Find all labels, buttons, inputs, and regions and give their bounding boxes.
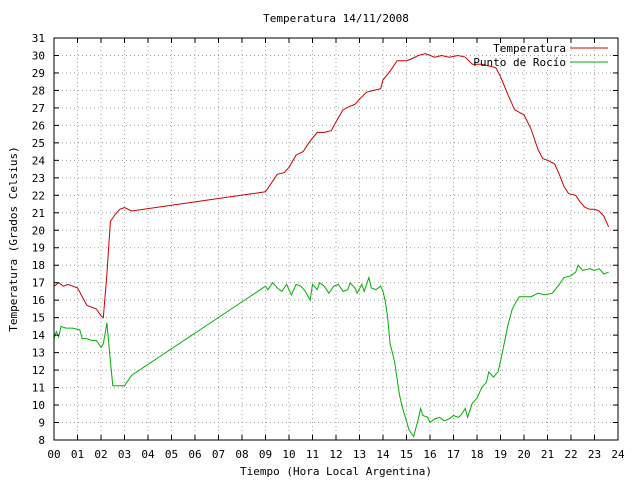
y-tick-label: 13 — [32, 347, 45, 360]
series-line-punto-de-rocio — [53, 264, 609, 438]
x-tick-label: 09 — [259, 448, 272, 461]
y-tick-label: 15 — [32, 312, 45, 325]
x-tick-label: 00 — [47, 448, 60, 461]
x-axis-label: Tiempo (Hora Local Argentina) — [240, 465, 432, 478]
y-axis-label: Temperatura (Grados Celsius) — [7, 146, 20, 331]
y-tick-label: 23 — [32, 172, 45, 185]
y-tick-label: 18 — [32, 259, 45, 272]
x-tick-label: 24 — [611, 448, 625, 461]
y-tick-label: 20 — [32, 224, 45, 237]
y-tick-label: 10 — [32, 399, 45, 412]
x-tick-label: 05 — [165, 448, 178, 461]
y-tick-label: 31 — [32, 32, 45, 45]
x-tick-label: 10 — [282, 448, 295, 461]
y-tick-label: 22 — [32, 189, 45, 202]
y-tick-label: 27 — [32, 102, 45, 115]
x-tick-label: 06 — [188, 448, 201, 461]
x-tick-label: 07 — [212, 448, 225, 461]
y-tick-label: 17 — [32, 277, 45, 290]
y-tick-label: 12 — [32, 364, 45, 377]
x-tick-label: 21 — [541, 448, 554, 461]
series-lines — [53, 53, 610, 438]
legend-label-punto-de-rocio: Punto de Rocío — [473, 56, 566, 69]
y-tick-label: 19 — [32, 242, 45, 255]
x-tick-label: 20 — [517, 448, 530, 461]
x-tick-label: 18 — [470, 448, 483, 461]
x-tick-label: 08 — [235, 448, 248, 461]
y-tick-label: 28 — [32, 84, 45, 97]
x-tick-label: 02 — [94, 448, 107, 461]
axis-ticks: 00 01 02 03 04 05 06 07 08 09 10 11 12 13 14 15 16 17 18 19… — [32, 32, 625, 461]
x-tick-label: 15 — [400, 448, 413, 461]
x-tick-label: 03 — [118, 448, 131, 461]
y-tick-label: 29 — [32, 67, 45, 80]
chart-title: Temperatura 14/11/2008 — [263, 12, 409, 25]
x-tick-label: 17 — [447, 448, 460, 461]
y-tick-label: 14 — [32, 329, 46, 342]
grid-lines — [54, 38, 618, 440]
y-tick-label: 8 — [38, 434, 45, 447]
y-tick-label: 11 — [32, 382, 45, 395]
y-tick-label: 9 — [38, 417, 45, 430]
x-tick-label: 23 — [588, 448, 601, 461]
x-tick-label: 14 — [376, 448, 390, 461]
y-tick-label: 24 — [32, 154, 46, 167]
legend-label-temperatura: Temperatura — [493, 42, 566, 55]
x-tick-label: 13 — [353, 448, 366, 461]
x-tick-label: 01 — [71, 448, 84, 461]
y-tick-label: 30 — [32, 49, 45, 62]
y-tick-label: 16 — [32, 294, 45, 307]
y-tick-label: 25 — [32, 137, 45, 150]
x-tick-label: 04 — [141, 448, 155, 461]
x-tick-label: 12 — [329, 448, 342, 461]
x-tick-label: 19 — [494, 448, 507, 461]
x-tick-label: 16 — [423, 448, 436, 461]
x-tick-label: 11 — [306, 448, 319, 461]
x-tick-label: 22 — [564, 448, 577, 461]
legend: Temperatura Punto de Rocío — [473, 42, 608, 69]
y-tick-label: 26 — [32, 119, 45, 132]
series-line-temperatura — [53, 53, 610, 319]
y-tick-label: 21 — [32, 207, 45, 220]
